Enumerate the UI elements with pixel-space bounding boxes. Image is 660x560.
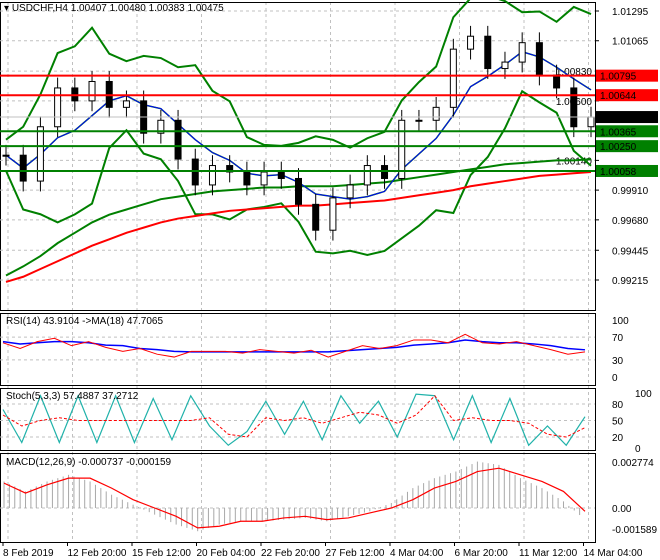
candle-body bbox=[553, 74, 561, 89]
dropdown-icon[interactable]: ▾ bbox=[4, 3, 10, 14]
candle-body bbox=[277, 171, 285, 179]
level-tag bbox=[596, 125, 658, 138]
price-tick-label: 0.99215 bbox=[612, 276, 649, 287]
candle-body bbox=[19, 154, 27, 182]
panel-frame-3 bbox=[0, 453, 596, 543]
rsi-title: RSI(14) 43.9104 ->MA(18) 47.7065 bbox=[6, 316, 164, 327]
candle-body bbox=[363, 165, 371, 186]
level-label: 1.00644 bbox=[600, 91, 637, 102]
candle-body bbox=[518, 42, 526, 63]
candle-body bbox=[226, 165, 234, 173]
candle-body bbox=[312, 203, 320, 231]
panel-frame-0 bbox=[0, 2, 596, 311]
candle-body bbox=[174, 119, 182, 160]
x-tick-label: 14 Mar 04:00 bbox=[584, 548, 643, 559]
candle-body bbox=[381, 165, 389, 179]
bollinger-upper bbox=[5, 0, 592, 149]
candle-body bbox=[208, 165, 216, 186]
price-tick-label: 0.99680 bbox=[612, 216, 649, 227]
level-label: 1.00475 bbox=[600, 113, 637, 124]
candle-body bbox=[484, 35, 492, 70]
level-label: 1.00250 bbox=[600, 142, 637, 153]
stoch-main-line bbox=[2, 393, 586, 447]
rsi-line bbox=[2, 333, 586, 358]
level-label: 1.00058 bbox=[600, 167, 637, 178]
stoch-tick-label: 20 bbox=[612, 433, 624, 444]
candle-body bbox=[570, 87, 578, 128]
stoch-signal-line bbox=[2, 394, 586, 438]
panel-frame-1 bbox=[0, 313, 596, 386]
stoch-title: Stoch(5,3,3) 57.4887 37.2712 bbox=[6, 391, 139, 402]
macd-tick-label: -0.001589 bbox=[612, 525, 657, 536]
x-tick-label: 12 Feb 20:00 bbox=[68, 548, 127, 559]
price-tick-label: 1.01065 bbox=[612, 37, 649, 48]
level-tag bbox=[596, 69, 658, 82]
stoch-tick-label: 50 bbox=[612, 417, 624, 428]
level-tag bbox=[596, 111, 658, 124]
candle-body bbox=[54, 87, 62, 128]
candle-body bbox=[346, 184, 354, 199]
macd-tick-label: 0.002774 bbox=[612, 458, 654, 469]
x-tick-label: 27 Feb 12:00 bbox=[326, 548, 385, 559]
stoch-tick-label: 0 bbox=[635, 444, 641, 455]
macd-signal-line bbox=[3, 467, 586, 529]
candle-body bbox=[535, 42, 543, 76]
rsi-ma-line bbox=[2, 339, 586, 353]
macd-tick-label: 0.00 bbox=[612, 504, 632, 515]
symbol-header: ▾ USDCHF,H4 1.00407 1.00480 1.00383 1.00… bbox=[4, 3, 224, 14]
level-label: 1.00795 bbox=[600, 72, 637, 83]
candle-body bbox=[295, 177, 302, 205]
price-tick-label: 0.99910 bbox=[612, 186, 649, 197]
x-tick-label: 20 Feb 04:00 bbox=[197, 548, 256, 559]
candle-body bbox=[122, 100, 130, 108]
x-tick-label: 11 Mar 12:00 bbox=[519, 548, 578, 559]
x-tick-label: 15 Feb 12:00 bbox=[132, 548, 191, 559]
panel-frame-2 bbox=[0, 388, 596, 451]
x-tick-label: 6 Mar 20:00 bbox=[455, 548, 509, 559]
x-tick-label: 4 Mar 04:00 bbox=[390, 548, 444, 559]
rsi-tick-label: 70 bbox=[612, 333, 624, 344]
candle-body bbox=[191, 158, 199, 186]
level-label: 1.00365 bbox=[600, 127, 637, 138]
candle-body bbox=[329, 197, 337, 231]
bollinger-lower bbox=[5, 89, 592, 256]
level-tag bbox=[596, 140, 658, 153]
x-tick-label: 22 Feb 20:00 bbox=[261, 548, 320, 559]
candle-body bbox=[398, 119, 406, 179]
price-tick-label: 1.01295 bbox=[612, 7, 649, 18]
candle-body bbox=[36, 126, 44, 182]
candle-body bbox=[467, 35, 475, 50]
rsi-tick-label: 0 bbox=[612, 373, 618, 384]
candle-body bbox=[449, 48, 457, 108]
symbol-label: USDCHF,H4 bbox=[11, 3, 68, 14]
price-tick-label: 0.99445 bbox=[612, 246, 649, 257]
candle-body bbox=[88, 80, 96, 102]
candle-body bbox=[587, 116, 595, 128]
x-tick-label: 8 Feb 2019 bbox=[3, 548, 54, 559]
candle-body bbox=[501, 61, 509, 70]
price-tick-label: 1.00140 bbox=[556, 156, 593, 167]
rsi-tick-label: 100 bbox=[612, 316, 629, 327]
candle-body bbox=[260, 171, 268, 186]
ohlc-values: 1.00407 1.00480 1.00383 1.00475 bbox=[70, 3, 224, 14]
candle-body bbox=[157, 119, 165, 134]
stoch-tick-label: 80 bbox=[612, 400, 624, 411]
price-tick-label: 1.00830 bbox=[556, 67, 593, 78]
rsi-tick-label: 30 bbox=[612, 356, 624, 367]
candle-body bbox=[415, 119, 423, 122]
candle-body bbox=[2, 154, 10, 157]
candle-body bbox=[243, 171, 251, 186]
candle-body bbox=[432, 106, 440, 121]
macd-title: MACD(12,26,9) -0.000737 -0.000159 bbox=[6, 457, 172, 468]
stoch-tick-label: 100 bbox=[635, 389, 652, 400]
level-tag bbox=[596, 164, 658, 177]
level-tag bbox=[596, 89, 658, 102]
